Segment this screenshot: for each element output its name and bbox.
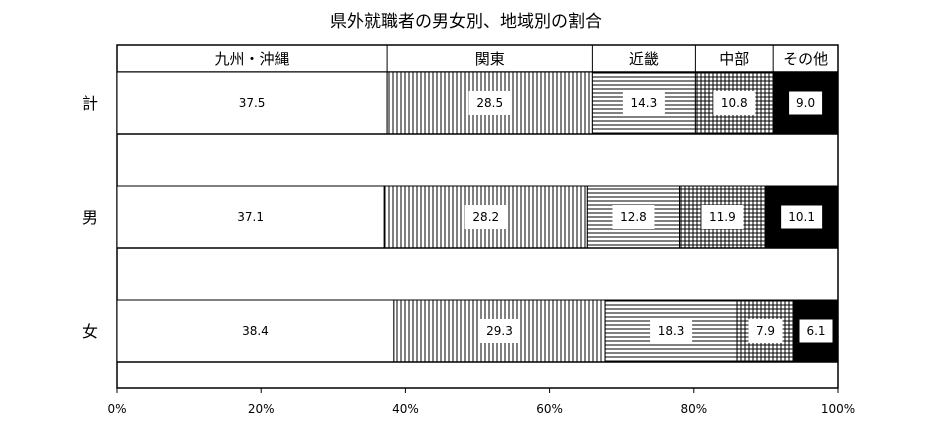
x-tick-label: 20% <box>248 402 275 416</box>
value-label-box <box>780 204 824 230</box>
chart-title: 県外就職者の男女別、地域別の割合 <box>330 12 602 32</box>
value-label-box <box>788 90 824 116</box>
value-label-box <box>234 319 277 343</box>
value-label-box <box>229 205 272 229</box>
legend-label: 近畿 <box>629 50 659 68</box>
value-label-box <box>798 318 834 344</box>
value-label-box <box>622 91 665 115</box>
value-label-box <box>612 205 655 229</box>
value-label: 38.4 <box>242 324 269 338</box>
value-label: 12.8 <box>620 210 647 224</box>
value-label: 6.1 <box>806 324 825 338</box>
value-label-box <box>650 319 693 343</box>
legend-label: 関東 <box>475 50 505 68</box>
legend-label: 九州・沖縄 <box>215 50 290 68</box>
value-label: 7.9 <box>756 324 775 338</box>
legend-label: その他 <box>783 50 828 68</box>
x-tick-label: 0% <box>107 402 126 416</box>
value-label: 28.2 <box>472 210 499 224</box>
value-label-box <box>748 319 783 343</box>
value-label: 37.5 <box>239 96 266 110</box>
value-label-box <box>231 91 274 115</box>
category-label: 計 <box>82 94 98 113</box>
value-label: 18.3 <box>658 324 685 338</box>
value-label: 10.8 <box>721 96 748 110</box>
value-label: 28.5 <box>476 96 503 110</box>
x-tick-label: 40% <box>392 402 419 416</box>
value-label-box <box>713 91 756 115</box>
x-tick-label: 60% <box>536 402 563 416</box>
value-label-box <box>468 91 511 115</box>
value-label: 14.3 <box>631 96 658 110</box>
x-tick-label: 80% <box>680 402 707 416</box>
value-label: 9.0 <box>796 96 815 110</box>
value-label-box <box>478 319 521 343</box>
legend-label: 中部 <box>719 50 749 68</box>
category-label: 女 <box>82 322 98 341</box>
value-label-box <box>464 205 507 229</box>
category-label: 男 <box>82 208 98 227</box>
value-label: 11.9 <box>709 210 736 224</box>
value-label: 37.1 <box>237 210 264 224</box>
value-label-box <box>701 205 744 229</box>
value-label: 29.3 <box>486 324 513 338</box>
value-label: 10.1 <box>788 210 815 224</box>
x-tick-label: 100% <box>821 402 855 416</box>
